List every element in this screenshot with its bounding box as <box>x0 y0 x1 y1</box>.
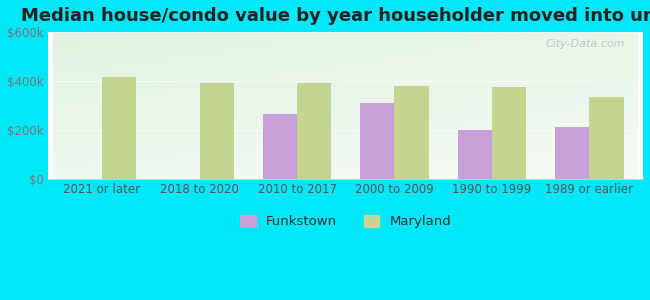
Legend: Funkstown, Maryland: Funkstown, Maryland <box>235 210 457 234</box>
Bar <box>200 83 233 178</box>
Title: Median house/condo value by year householder moved into unit: Median house/condo value by year househo… <box>21 7 650 25</box>
Bar <box>297 82 331 178</box>
Text: City-Data.com: City-Data.com <box>546 39 625 50</box>
Bar <box>492 87 526 178</box>
Bar <box>395 86 428 178</box>
Bar <box>590 97 623 178</box>
Bar <box>458 130 492 178</box>
Bar <box>263 114 297 178</box>
Bar <box>555 127 590 178</box>
Bar <box>360 103 395 178</box>
Bar <box>102 77 136 178</box>
